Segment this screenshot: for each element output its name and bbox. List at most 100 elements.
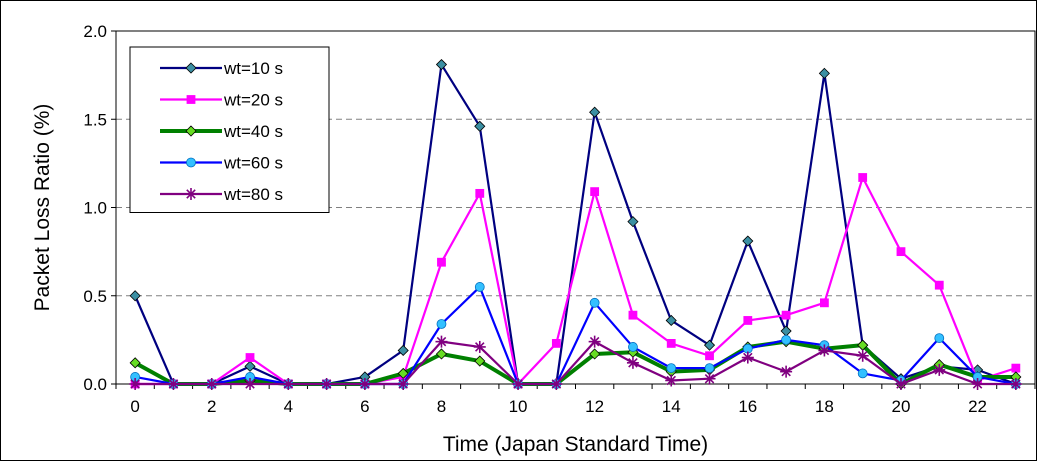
data-point — [704, 363, 715, 374]
data-point — [781, 334, 792, 345]
data-point — [971, 378, 984, 390]
data-point — [933, 363, 946, 376]
data-point — [358, 378, 371, 390]
data-point — [589, 348, 601, 360]
y-tick-label: 0.0 — [83, 375, 107, 394]
data-point — [628, 310, 638, 320]
data-point — [473, 340, 486, 353]
data-point — [550, 378, 563, 390]
data-point — [129, 290, 141, 302]
legend-entry: wt=10 s — [160, 59, 283, 78]
data-point — [628, 342, 638, 352]
data-point — [934, 333, 945, 344]
legend-label: wt=10 s — [223, 59, 283, 78]
data-point — [474, 120, 486, 132]
data-point — [185, 62, 197, 74]
x-tick-label: 12 — [585, 397, 604, 416]
series-lines — [129, 58, 1022, 390]
data-point — [819, 298, 829, 308]
data-point — [185, 188, 197, 200]
data-point — [780, 365, 793, 378]
x-tick-label: 10 — [509, 397, 528, 416]
x-tick-label: 8 — [437, 397, 446, 416]
data-point — [588, 335, 601, 348]
data-point — [741, 351, 754, 364]
data-point — [1009, 378, 1022, 390]
data-point — [475, 188, 485, 198]
data-point — [589, 106, 601, 118]
data-point — [244, 378, 257, 390]
x-tick-label: 14 — [662, 397, 681, 416]
data-point — [435, 335, 448, 348]
data-point — [665, 314, 677, 327]
legend-label: wt=20 s — [223, 91, 283, 110]
data-point — [705, 351, 714, 361]
series-line — [135, 176, 1017, 386]
y-tick-label: 0.5 — [83, 287, 107, 306]
y-axis-title: Packet Loss Ratio (%) — [31, 104, 54, 312]
legend-entry: wt=60 s — [160, 154, 283, 173]
data-point — [205, 378, 218, 390]
data-point — [186, 95, 196, 104]
data-point — [244, 360, 256, 372]
series-line — [134, 285, 1017, 386]
data-point — [626, 356, 639, 369]
data-point — [665, 374, 678, 387]
data-point — [397, 378, 410, 390]
data-point — [627, 216, 639, 228]
data-point — [858, 173, 868, 182]
data-point — [167, 378, 180, 390]
data-point — [512, 378, 525, 390]
data-point — [1011, 363, 1021, 373]
y-tick-label: 1.5 — [83, 110, 107, 129]
data-point — [894, 378, 907, 390]
data-point — [896, 247, 906, 257]
data-point — [856, 349, 869, 362]
x-tick-label: 18 — [815, 397, 834, 416]
series-wt-80-s — [129, 335, 1022, 390]
data-point — [666, 339, 676, 348]
data-point — [742, 235, 754, 247]
data-point — [818, 67, 830, 79]
data-point — [474, 355, 486, 367]
data-point — [934, 280, 944, 290]
legend-label: wt=80 s — [223, 185, 283, 204]
legend-label: wt=40 s — [223, 122, 283, 141]
axis-ticks: 0.0 0.5 1.0 1.5 2.0 0 2 4 6 8 10 12 14 16 18 20 22 — [83, 22, 1036, 416]
x-tick-label: 20 — [892, 397, 911, 416]
data-point — [129, 378, 142, 390]
data-point — [781, 310, 791, 320]
x-tick-label: 22 — [968, 397, 987, 416]
data-point — [435, 348, 448, 360]
legend-label: wt=60 s — [223, 154, 283, 173]
data-point — [666, 363, 677, 374]
data-point — [437, 257, 446, 267]
legend-entry: wt=40 s — [160, 122, 283, 141]
data-point — [551, 339, 561, 348]
legend-entry: wt=20 s — [160, 91, 283, 110]
y-tick-label: 1.0 — [83, 199, 107, 218]
y-tick-label: 2.0 — [83, 22, 107, 41]
x-tick-label: 4 — [284, 397, 293, 416]
data-point — [186, 157, 196, 168]
x-tick-label: 2 — [207, 397, 216, 416]
data-point — [590, 187, 600, 197]
x-tick-label: 0 — [130, 397, 139, 416]
data-point — [320, 378, 333, 390]
data-point — [703, 372, 716, 385]
data-point — [436, 319, 447, 329]
data-point — [474, 282, 485, 292]
x-axis-title: Time (Japan Standard Time) — [443, 433, 708, 456]
data-point — [129, 357, 141, 369]
legend: wt=10 s wt=20 s wt=40 s wt=60 s wt=80 s — [129, 46, 330, 213]
data-point — [743, 316, 753, 325]
x-tick-label: 16 — [738, 397, 757, 416]
data-point — [780, 325, 792, 337]
data-point — [397, 344, 409, 357]
series-line — [135, 340, 1016, 386]
data-point — [185, 125, 197, 137]
data-point — [589, 297, 600, 308]
data-point — [245, 353, 255, 362]
data-point — [857, 368, 868, 379]
